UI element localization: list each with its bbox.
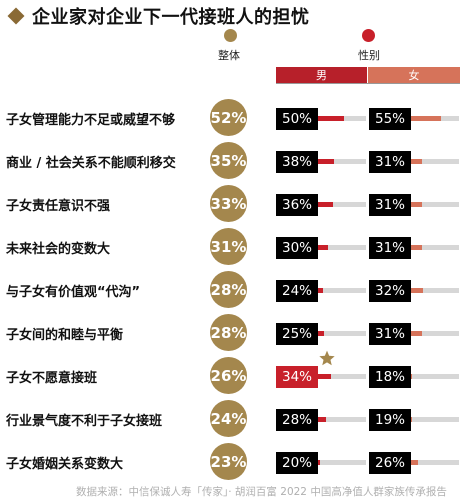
male-value-label: 36%: [276, 194, 318, 216]
male-value-label: 24%: [276, 280, 318, 302]
title-diamond-icon: [7, 7, 25, 25]
female-bar-track: [411, 159, 459, 164]
overall-value-circle: 23%: [210, 443, 247, 480]
male-value-label: 28%: [276, 409, 318, 431]
male-value-label: 38%: [276, 151, 318, 173]
highlight-star-icon: [319, 350, 335, 366]
male-value-label: 30%: [276, 237, 318, 259]
male-bar-track: [318, 417, 366, 422]
male-value-label: 50%: [276, 108, 318, 130]
category-label: 子女间的和睦与平衡: [6, 328, 124, 343]
category-label: 商业 / 社会关系不能顺利移交: [6, 156, 176, 171]
female-bar-track: [411, 417, 459, 422]
male-bar: [318, 417, 327, 422]
male-bar: [318, 245, 328, 250]
male-bar-track: [318, 374, 366, 379]
female-bar: [411, 417, 413, 422]
overall-value-circle: 28%: [210, 314, 247, 351]
category-label: 子女管理能力不足或威望不够: [6, 113, 176, 128]
chart-row: 子女婚姻关系变数大 23% 20% 26%: [0, 441, 467, 481]
chart-row: 子女责任意识不强 33% 36% 31%: [0, 183, 467, 223]
category-label: 子女不愿意接班: [6, 371, 98, 386]
category-label: 未来社会的变数大: [6, 242, 111, 257]
male-bar-track: [318, 331, 366, 336]
male-bar-track: [318, 460, 366, 465]
male-value-label: 20%: [276, 452, 318, 474]
overall-value-circle: 24%: [210, 400, 247, 437]
female-value-label: 18%: [369, 366, 411, 388]
overall-value-circle: 26%: [210, 357, 247, 394]
overall-legend-dot-icon: [224, 29, 237, 42]
overall-legend-label: 整体: [218, 49, 240, 62]
gender-legend-label: 性别: [358, 49, 380, 62]
female-value-label: 31%: [369, 323, 411, 345]
male-bar-track: [318, 159, 366, 164]
overall-value-circle: 28%: [210, 271, 247, 308]
category-label: 与子女有价值观“代沟”: [6, 285, 141, 300]
chart-row: 与子女有价值观“代沟” 28% 24% 32%: [0, 269, 467, 309]
male-bar-track: [318, 116, 366, 121]
female-bar: [411, 116, 441, 121]
female-bar-track: [411, 202, 459, 207]
header-divider: [276, 83, 460, 84]
category-label: 子女婚姻关系变数大: [6, 457, 124, 472]
male-bar: [318, 460, 320, 465]
overall-value-circle: 52%: [210, 99, 247, 136]
female-bar-track: [411, 374, 459, 379]
overall-value-circle: 33%: [210, 185, 247, 222]
chart-row: 商业 / 社会关系不能顺利移交 35% 38% 31%: [0, 140, 467, 180]
male-bar-track: [318, 288, 366, 293]
female-bar: [411, 460, 418, 465]
male-bar: [318, 202, 333, 207]
male-bar: [318, 288, 324, 293]
male-bar: [318, 159, 335, 164]
male-header: 男: [276, 67, 367, 83]
male-bar: [318, 374, 332, 379]
star-shape: [319, 350, 335, 366]
female-bar-track: [411, 116, 459, 121]
female-value-label: 31%: [369, 151, 411, 173]
female-bar-track: [411, 245, 459, 250]
title-row: 企业家对企业下一代接班人的担忧: [6, 4, 310, 28]
category-label: 行业景气度不利于子女接班: [6, 414, 163, 429]
chart-row: 子女管理能力不足或威望不够 52% 50% 55%: [0, 97, 467, 137]
female-bar: [411, 202, 422, 207]
female-bar-track: [411, 460, 459, 465]
male-value-label: 25%: [276, 323, 318, 345]
female-bar-track: [411, 331, 459, 336]
female-value-label: 32%: [369, 280, 411, 302]
male-bar: [318, 331, 324, 336]
female-bar: [411, 331, 422, 336]
male-bar-track: [318, 245, 366, 250]
source-note: 数据来源：中信保诚人寿「传家」· 胡润百富 2022 中国高净值人群家族传承报告: [76, 486, 447, 498]
chart-row: 行业景气度不利于子女接班 24% 28% 19%: [0, 398, 467, 438]
female-bar: [411, 159, 422, 164]
female-value-label: 26%: [369, 452, 411, 474]
female-bar: [411, 288, 423, 293]
chart-row: 未来社会的变数大 31% 30% 31%: [0, 226, 467, 266]
female-value-label: 31%: [369, 237, 411, 259]
male-value-label: 34%: [276, 366, 318, 388]
female-bar: [411, 245, 422, 250]
gender-legend-dot-icon: [362, 29, 375, 42]
female-value-label: 31%: [369, 194, 411, 216]
overall-value-circle: 35%: [210, 142, 247, 179]
chart-row: 子女不愿意接班 26% 34% 18%: [0, 350, 467, 395]
male-bar-track: [318, 202, 366, 207]
category-label: 子女责任意识不强: [6, 199, 111, 214]
female-value-label: 19%: [369, 409, 411, 431]
chart-title: 企业家对企业下一代接班人的担忧: [32, 7, 310, 28]
female-value-label: 55%: [369, 108, 411, 130]
overall-value-circle: 31%: [210, 228, 247, 265]
chart-row: 子女间的和睦与平衡 28% 25% 31%: [0, 312, 467, 352]
male-bar: [318, 116, 344, 121]
female-bar-track: [411, 288, 459, 293]
female-header: 女: [368, 67, 460, 83]
